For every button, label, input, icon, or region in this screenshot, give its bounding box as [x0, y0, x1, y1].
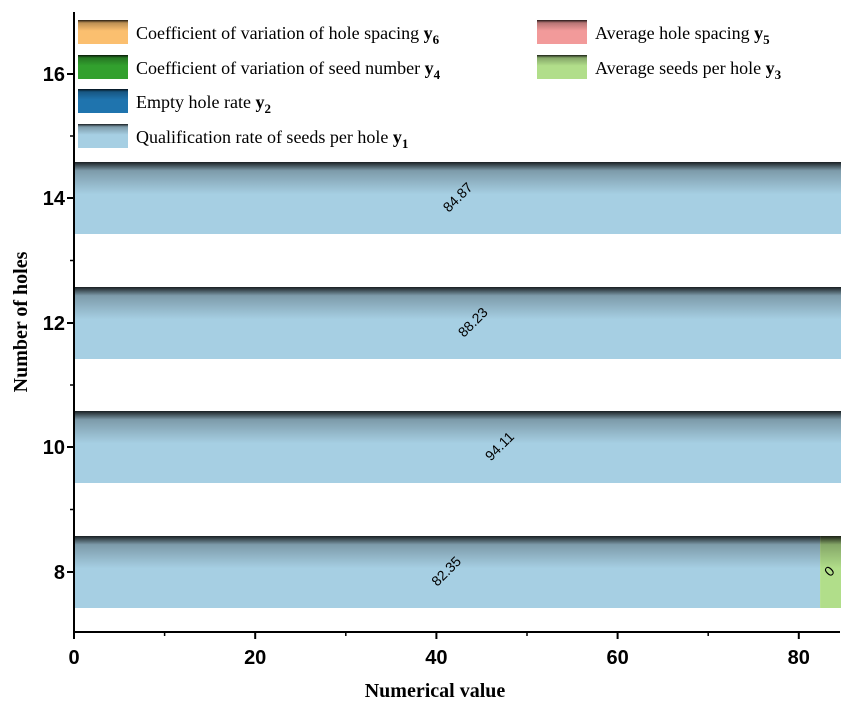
legend-item-y5: Average hole spacing y5 [537, 20, 770, 47]
bar-segment-y1-holes-10 [74, 411, 841, 483]
legend-swatch [78, 20, 128, 44]
x-axis-title: Numerical value [365, 680, 506, 702]
legend-swatch [78, 124, 128, 148]
legend: Coefficient of variation of hole spacing… [78, 20, 782, 151]
y-axis-title: Number of holes [10, 251, 32, 392]
legend-item-y6: Coefficient of variation of hole spacing… [78, 20, 440, 47]
legend-label: Empty hole rate y2 [136, 92, 271, 116]
bar-segment-y3-holes-8 [820, 536, 841, 608]
legend-swatch [78, 89, 128, 113]
bar-segment-y1-holes-14 [74, 162, 841, 234]
x-tick-label: 60 [606, 647, 628, 669]
y-tick-label: 12 [43, 313, 65, 335]
bar-segment-y1-holes-12 [74, 287, 841, 359]
legend-label: Coefficient of variation of seed number … [136, 58, 441, 82]
x-tick-label: 80 [788, 647, 810, 669]
legend-label: Qualification rate of seeds per hole y1 [136, 127, 408, 151]
y-tick-label: 8 [54, 562, 65, 584]
legend-swatch [537, 55, 587, 79]
x-tick-label: 20 [244, 647, 266, 669]
legend-label: Average hole spacing y5 [595, 23, 770, 47]
y-tick-label: 16 [43, 64, 65, 86]
x-tick-label: 0 [68, 647, 79, 669]
bars-layer [74, 162, 841, 608]
axes-layer: 020406080100120140160810121416 [43, 12, 840, 669]
legend-item-y3: Average seeds per hole y3 [537, 55, 782, 82]
legend-swatch [78, 55, 128, 79]
x-tick-label: 40 [425, 647, 447, 669]
legend-item-y2: Empty hole rate y2 [78, 89, 271, 116]
y-tick-label: 10 [43, 437, 65, 459]
bar-segment-y1-holes-8 [74, 536, 821, 608]
legend-label: Average seeds per hole y3 [595, 58, 782, 82]
y-tick-label: 14 [43, 188, 66, 210]
legend-item-y1: Qualification rate of seeds per hole y1 [78, 124, 408, 151]
legend-swatch [537, 20, 587, 44]
legend-label: Coefficient of variation of hole spacing… [136, 23, 440, 47]
legend-item-y4: Coefficient of variation of seed number … [78, 55, 441, 82]
